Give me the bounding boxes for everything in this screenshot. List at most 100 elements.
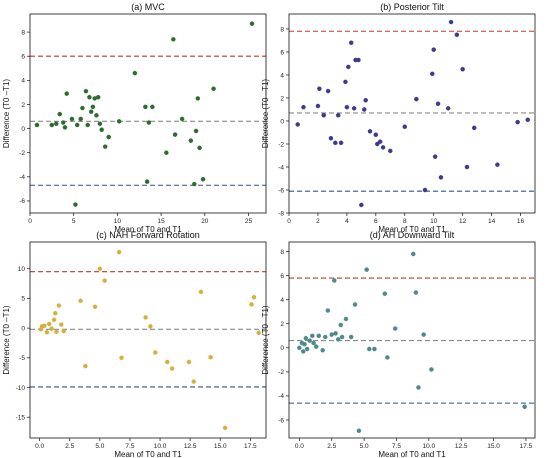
x-axis-label: Mean of T0 and T1 [378,450,446,458]
x-tick-label: 7.5 [392,443,401,450]
data-point [338,140,344,146]
y-tick-label: -15 [16,415,26,422]
x-tick-label: 0.0 [35,443,44,450]
y-tick-label: -6 [19,198,25,205]
plot-frame [29,13,267,214]
subplot-3: (d) AH Downward Tilt 0.0 2.5 5.0 7.5 10.0 12.5… [261,230,536,458]
data-point [422,187,428,193]
y-tick-label: -4 [278,393,284,400]
x-tick-label: 17.5 [520,443,533,450]
data-point [402,124,408,129]
data-point [198,289,204,295]
data-point [208,354,213,360]
data-point [54,329,59,334]
data-point [316,333,322,339]
data-point [343,79,348,85]
x-tick-label: 10.0 [154,443,167,450]
x-tick-label: 2 [316,218,320,225]
y-tick-label: 4 [280,72,284,79]
x-tick-label: 10 [430,218,438,225]
data-point [78,298,83,304]
data-point [388,148,393,154]
y-tick-label: -4 [19,174,25,181]
data-point [132,70,138,76]
data-point [380,145,386,150]
data-point [146,120,152,125]
x-tick-label: 20 [201,218,209,225]
x-tick-label: 0.0 [295,443,304,450]
data-point [169,366,175,371]
data-point [90,104,96,110]
data-point [60,120,66,125]
data-point [164,150,169,155]
data-point [148,324,153,329]
subplot-title: (d) AH Downward Tilt [370,230,455,240]
subplot-title: (b) Posterior Tilt [380,2,444,12]
data-point [333,140,338,146]
data-point [53,311,58,316]
x-tick-label: 15.0 [214,443,227,450]
y-tick-label: 2 [280,321,284,328]
data-point [222,425,228,431]
plot-frame [29,241,267,439]
data-point [251,294,257,300]
data-point [367,129,373,134]
x-axis-label: Mean of T0 and T1 [114,450,182,458]
data-point [116,119,122,124]
x-tick-label: 25 [245,218,253,225]
data-point [49,122,55,128]
data-point [119,355,124,361]
x-tick-label: 16 [517,218,525,225]
data-point [421,332,426,337]
data-point [83,88,89,94]
data-point [431,47,436,52]
data-point [429,367,434,372]
x-tick-label: 12 [459,218,467,225]
data-point [256,330,262,336]
subplot-0: (a) MVC 0 5 10 15 20 25 -6 -4 -2 0 2 4 6 8 Mean of T0 a… [2,2,267,234]
data-point [99,127,104,133]
x-axis-label: Mean of T0 and T1 [114,225,182,234]
data-point [102,144,108,149]
plot-frame [288,241,536,439]
data-point [85,122,90,128]
data-point [192,181,197,187]
data-point [313,344,319,349]
data-point [95,94,101,100]
data-point [438,175,444,180]
data-point [73,202,78,207]
data-point [460,66,465,72]
y-tick-label: 4 [280,297,284,304]
x-tick-label: 5.0 [360,443,369,450]
data-point [94,113,99,118]
data-point [144,179,150,184]
data-point [172,132,178,137]
data-point [106,134,111,140]
data-point [97,266,103,271]
data-point [385,355,390,360]
y-tick-label: 2 [21,102,25,109]
data-point [171,37,176,42]
data-point [211,86,216,92]
y-axis-label: Difference (T0 –T1) [261,79,270,149]
data-point [143,315,148,320]
data-point [464,164,470,170]
y-tick-label: 5 [21,296,25,303]
data-point [53,121,59,127]
x-tick-label: 8 [403,218,407,225]
data-point [186,359,192,365]
data-point [495,162,500,167]
data-point [34,122,40,128]
data-point [302,341,307,347]
data-point [339,334,345,340]
data-point [311,340,316,346]
data-point [188,138,194,143]
data-point [430,71,435,77]
x-tick-label: 0 [28,218,32,225]
data-point [62,125,68,130]
data-point [102,278,107,283]
data-point [382,291,388,296]
data-point [152,350,158,355]
x-tick-label: 0 [287,218,291,225]
